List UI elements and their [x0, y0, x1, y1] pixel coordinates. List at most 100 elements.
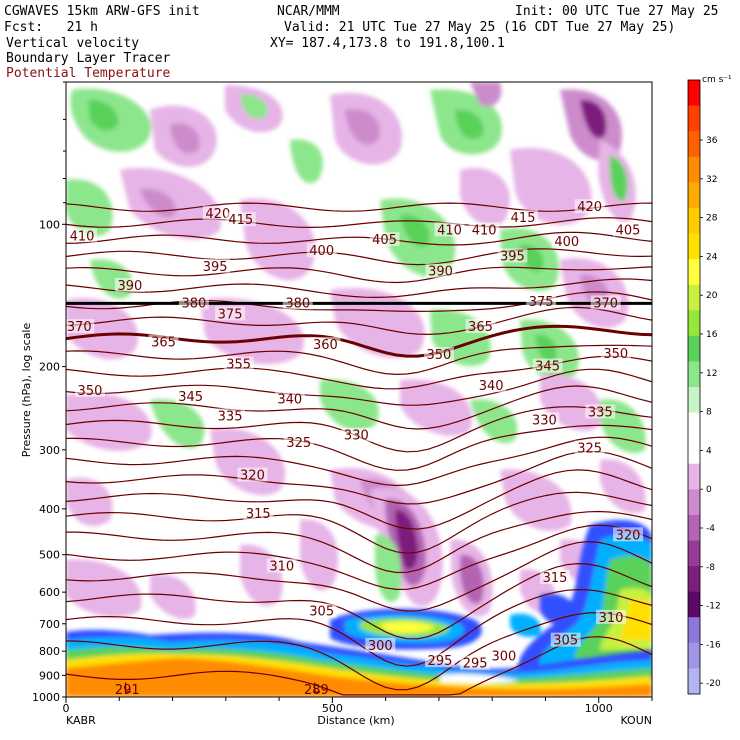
theta-contour-label: 405 — [616, 223, 641, 238]
theta-label-bg — [283, 434, 314, 449]
theta-label-bg — [425, 263, 456, 278]
theta-contour-label: 410 — [70, 229, 95, 244]
plot-frame — [65, 81, 653, 698]
x-tick-label: 0 — [63, 702, 70, 715]
theta-contour-label: 360 — [313, 338, 338, 353]
colorbar-segment — [688, 233, 700, 260]
colorbar-tick-label: 20 — [706, 291, 718, 301]
theta-label-bg — [476, 378, 507, 393]
theta-contour-label: 415 — [511, 211, 536, 226]
cross-section-endpoints: XY= 187.4,173.8 to 191.8,100.1 — [270, 36, 505, 51]
theta-contour-label: 350 — [426, 348, 451, 363]
theta-contour-label: 410 — [472, 223, 497, 238]
theta-label-bg — [613, 222, 644, 237]
theta-label-bg — [590, 295, 621, 310]
y-tick-label: 100 — [39, 218, 60, 231]
theta-label-bg — [529, 412, 560, 427]
theta-label-bg — [574, 440, 605, 455]
colorbar-segment — [688, 105, 700, 132]
colorbar-tick-label: 0 — [706, 485, 712, 495]
field-boundary-layer-tracer: Boundary Layer Tracer — [6, 51, 171, 66]
colorbar-segment — [688, 182, 700, 209]
theta-contour-label: 390 — [428, 265, 453, 280]
y-tick-label: 200 — [39, 361, 60, 374]
theta-contour-label: 420 — [205, 207, 230, 222]
theta-label-bg — [178, 295, 209, 310]
colorbar-segment — [688, 540, 700, 567]
y-tick-label: 700 — [39, 618, 60, 631]
colorbar-segment — [688, 387, 700, 414]
theta-label-bg — [74, 382, 105, 397]
theta-contour-label: 350 — [603, 347, 628, 362]
surface-theta-value: 291 — [115, 683, 140, 698]
colorbar-segment — [688, 642, 700, 669]
right-station-label: KOUN — [620, 714, 652, 727]
colorbar-tick-label: -12 — [706, 602, 721, 612]
theta-contour-label: 305 — [309, 605, 334, 620]
surface-low-label: L — [313, 682, 321, 697]
init-time: Init: 00 UTC Tue 27 May 25 — [515, 4, 719, 19]
forecast-hour: Fcst: 21 h — [4, 20, 98, 35]
vertical-velocity-shading — [66, 82, 652, 697]
theta-contour-label: 370 — [67, 320, 92, 335]
theta-contour-label: 365 — [468, 320, 493, 335]
theta-contour-label: 320 — [616, 528, 641, 543]
theta-contour-label: 315 — [246, 507, 271, 522]
theta-label-bg — [574, 199, 605, 214]
colorbar-tick-label: 24 — [706, 252, 718, 262]
colorbar-tick-label: 36 — [706, 136, 718, 146]
colorbar-tick-label: 4 — [706, 446, 712, 456]
y-axis: 100 200 300 400 500 600 700 800 900 1000 — [32, 81, 66, 704]
y-tick-label: 800 — [39, 645, 60, 658]
theta-label-bg — [551, 233, 582, 248]
x-tick-label: 500 — [322, 702, 343, 715]
colorbar-segment — [688, 207, 700, 234]
colorbar-frame — [687, 79, 701, 695]
theta-label-bg — [423, 346, 454, 361]
colorbar-segment — [688, 463, 700, 490]
x-tick-label: 1000 — [585, 702, 613, 715]
x-axis-label: Distance (km) — [317, 714, 394, 727]
theta-label-bg — [66, 228, 97, 243]
theta-contour-label: 420 — [577, 200, 602, 215]
theta-contour-label: 395 — [500, 250, 525, 265]
theta-label-bg — [223, 356, 254, 371]
theta-label-bg — [595, 609, 626, 624]
colorbar-segment — [688, 617, 700, 644]
theta-contour-label: 320 — [240, 469, 265, 484]
theta-label-bg — [585, 404, 616, 419]
theta-label-bg — [64, 319, 95, 334]
colorbar-segment — [688, 489, 700, 516]
colorbar-segment — [688, 259, 700, 286]
theta-contour-label: 325 — [286, 436, 311, 451]
surface-low-label: L — [124, 682, 132, 697]
theta-label-bg — [200, 258, 231, 273]
theta-contour-label: 305 — [553, 634, 578, 649]
theta-label-bg — [282, 295, 313, 310]
theta-contour-label: 400 — [309, 244, 334, 259]
theta-contour-label: 390 — [118, 279, 143, 294]
theta-label-bg — [424, 653, 455, 668]
colorbar-tick-label: -4 — [706, 524, 715, 534]
y-tick-label: 500 — [39, 549, 60, 562]
colorbar-segment — [688, 438, 700, 465]
theta-contour-label: 365 — [151, 336, 176, 351]
theta-label-bg — [306, 603, 337, 618]
theta-label-bg — [225, 212, 256, 227]
y-axis-label: Pressure (hPa), log scale — [20, 323, 33, 458]
theta-contour-label: 345 — [178, 390, 203, 405]
theta-label-bg — [365, 637, 396, 652]
theta-label-bg — [306, 243, 337, 258]
theta-label-bg — [434, 222, 465, 237]
theta-label-bg — [465, 319, 496, 334]
colorbar-tick-label: 32 — [706, 175, 717, 185]
field-vertical-velocity: Vertical velocity — [6, 36, 140, 51]
theta-contour-label: 370 — [593, 296, 618, 311]
x-axis: 0 500 1000 — [63, 697, 653, 715]
colorbar-tick-label: 12 — [706, 369, 717, 379]
theta-contour-label: 375 — [218, 307, 243, 322]
theta-label-bg — [175, 389, 206, 404]
theta-label-bg — [114, 277, 145, 292]
